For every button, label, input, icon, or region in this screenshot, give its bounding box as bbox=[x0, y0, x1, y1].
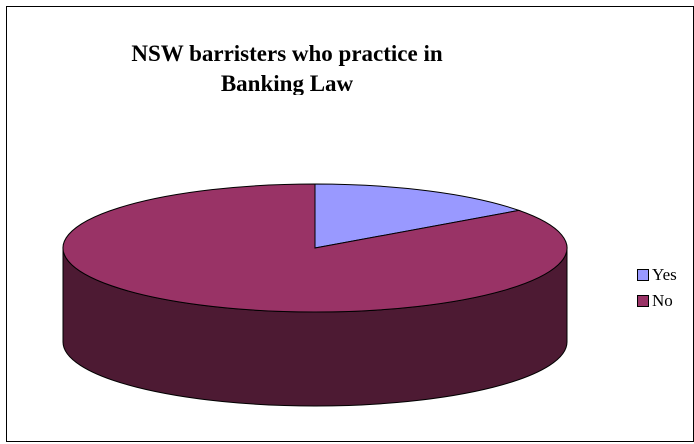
pie-slice-yes bbox=[314, 183, 521, 249]
pie-chart bbox=[62, 183, 568, 407]
legend-label-yes: Yes bbox=[652, 265, 677, 284]
legend-label-no: No bbox=[652, 291, 673, 310]
legend-item-yes: Yes bbox=[637, 262, 677, 288]
pie-slice-no bbox=[62, 183, 568, 313]
chart-title: NSW barristers who practice in Banking L… bbox=[131, 41, 443, 95]
chart-area: NSW barristers who practice in Banking L… bbox=[6, 6, 694, 442]
legend: Yes No bbox=[637, 262, 677, 314]
legend-item-no: No bbox=[637, 288, 677, 314]
legend-swatch-yes bbox=[637, 269, 649, 281]
legend-swatch-no bbox=[637, 295, 649, 307]
